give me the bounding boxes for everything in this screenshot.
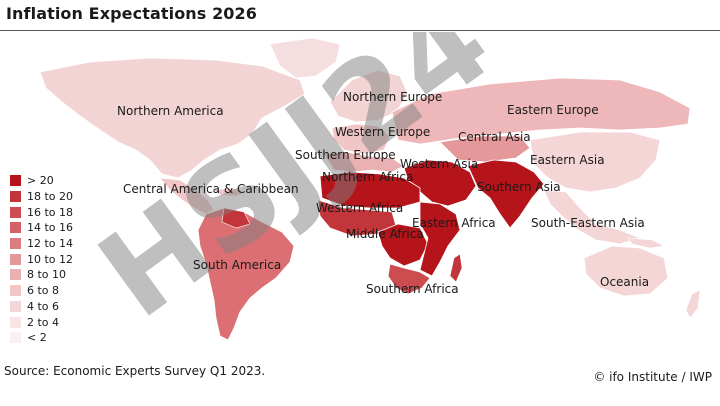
- label-western-asia: Western Asia: [400, 157, 479, 171]
- legend-label: 8 to 10: [27, 268, 67, 282]
- region-southern-europe: [323, 151, 405, 173]
- world-map-svg: HSJJ24: [39, 32, 701, 345]
- label-southern-europe: Southern Europe: [295, 148, 396, 162]
- region-caribbean: [213, 187, 247, 197]
- legend-item: 6 to 8: [10, 283, 73, 299]
- legend-item: 18 to 20: [10, 189, 73, 205]
- label-central-america-caribbean: Central America & Caribbean: [123, 182, 299, 196]
- region-southern-asia: [467, 159, 545, 229]
- legend-swatch: [10, 300, 21, 312]
- source-note: Source: Economic Experts Survey Q1 2023.: [4, 364, 266, 378]
- world-map: HSJJ24 Northern America Northern Europe …: [0, 32, 720, 360]
- legend-item: 12 to 14: [10, 236, 73, 252]
- label-central-asia: Central Asia: [458, 130, 531, 144]
- legend-swatch: [10, 191, 21, 203]
- region-northern-europe: [329, 69, 409, 123]
- region-greenland: [269, 37, 341, 79]
- region-south-america-north: [221, 207, 251, 229]
- legend-label: 18 to 20: [27, 190, 74, 204]
- legend-swatch: [10, 269, 21, 281]
- label-northern-europe: Northern Europe: [343, 90, 443, 104]
- label-northern-america: Northern America: [117, 104, 224, 118]
- region-western-europe: [331, 123, 391, 155]
- legend-label: 4 to 6: [27, 299, 60, 313]
- legend: > 20 18 to 20 16 to 18 14 to 16 12 to 14 10 t…: [10, 173, 73, 346]
- legend-item: < 2: [10, 330, 73, 346]
- legend-swatch: [10, 175, 21, 187]
- legend-label: < 2: [27, 331, 47, 345]
- credit-note: © ifo Institute / IWP: [593, 370, 712, 384]
- region-oceania: [583, 245, 669, 297]
- label-south-america: South America: [193, 258, 282, 272]
- region-southern-africa: [387, 263, 431, 295]
- region-new-zealand: [685, 289, 701, 319]
- legend-swatch: [10, 206, 21, 218]
- legend-swatch: [10, 285, 21, 297]
- legend-label: 12 to 14: [27, 237, 74, 251]
- region-madagascar: [449, 253, 463, 283]
- region-new-guinea: [627, 237, 665, 249]
- region-eastern-africa: [419, 201, 461, 277]
- label-western-africa: Western Africa: [316, 201, 404, 215]
- region-eastern-europe: [391, 77, 691, 145]
- legend-item: > 20: [10, 173, 73, 189]
- label-western-europe: Western Europe: [335, 125, 431, 139]
- region-central-asia: [439, 135, 531, 163]
- legend-label: 14 to 16: [27, 221, 74, 235]
- legend-swatch: [10, 316, 21, 328]
- legend-swatch: [10, 222, 21, 234]
- legend-item: 8 to 10: [10, 267, 73, 283]
- label-oceania: Oceania: [600, 275, 650, 289]
- label-south-eastern-asia: South-Eastern Asia: [531, 216, 645, 230]
- legend-item: 2 to 4: [10, 314, 73, 330]
- legend-label: 2 to 4: [27, 315, 60, 329]
- legend-swatch: [10, 332, 21, 344]
- legend-item: 10 to 12: [10, 251, 73, 267]
- legend-swatch: [10, 253, 21, 265]
- legend-label: 10 to 12: [27, 252, 74, 266]
- region-south-america: [197, 207, 295, 341]
- legend-label: 6 to 8: [27, 284, 60, 298]
- label-middle-africa: Middle Africa: [346, 227, 424, 241]
- label-southern-africa: Southern Africa: [366, 282, 459, 296]
- legend-label: > 20: [27, 174, 54, 188]
- region-central-america: [159, 177, 215, 215]
- label-eastern-europe: Eastern Europe: [507, 103, 599, 117]
- label-eastern-asia: Eastern Asia: [530, 153, 605, 167]
- legend-label: 16 to 18: [27, 205, 74, 219]
- label-eastern-africa: Eastern Africa: [412, 216, 496, 230]
- label-southern-asia: Southern Asia: [477, 180, 561, 194]
- legend-item: 4 to 6: [10, 299, 73, 315]
- region-eastern-asia: [529, 131, 661, 193]
- label-northern-africa: Northern Africa: [322, 170, 414, 184]
- legend-item: 14 to 16: [10, 220, 73, 236]
- region-northern-america: [39, 57, 306, 179]
- region-middle-africa: [377, 223, 429, 267]
- page-title: Inflation Expectations 2026: [6, 4, 257, 23]
- legend-item: 16 to 18: [10, 204, 73, 220]
- legend-swatch: [10, 238, 21, 250]
- title-rule: [0, 30, 720, 31]
